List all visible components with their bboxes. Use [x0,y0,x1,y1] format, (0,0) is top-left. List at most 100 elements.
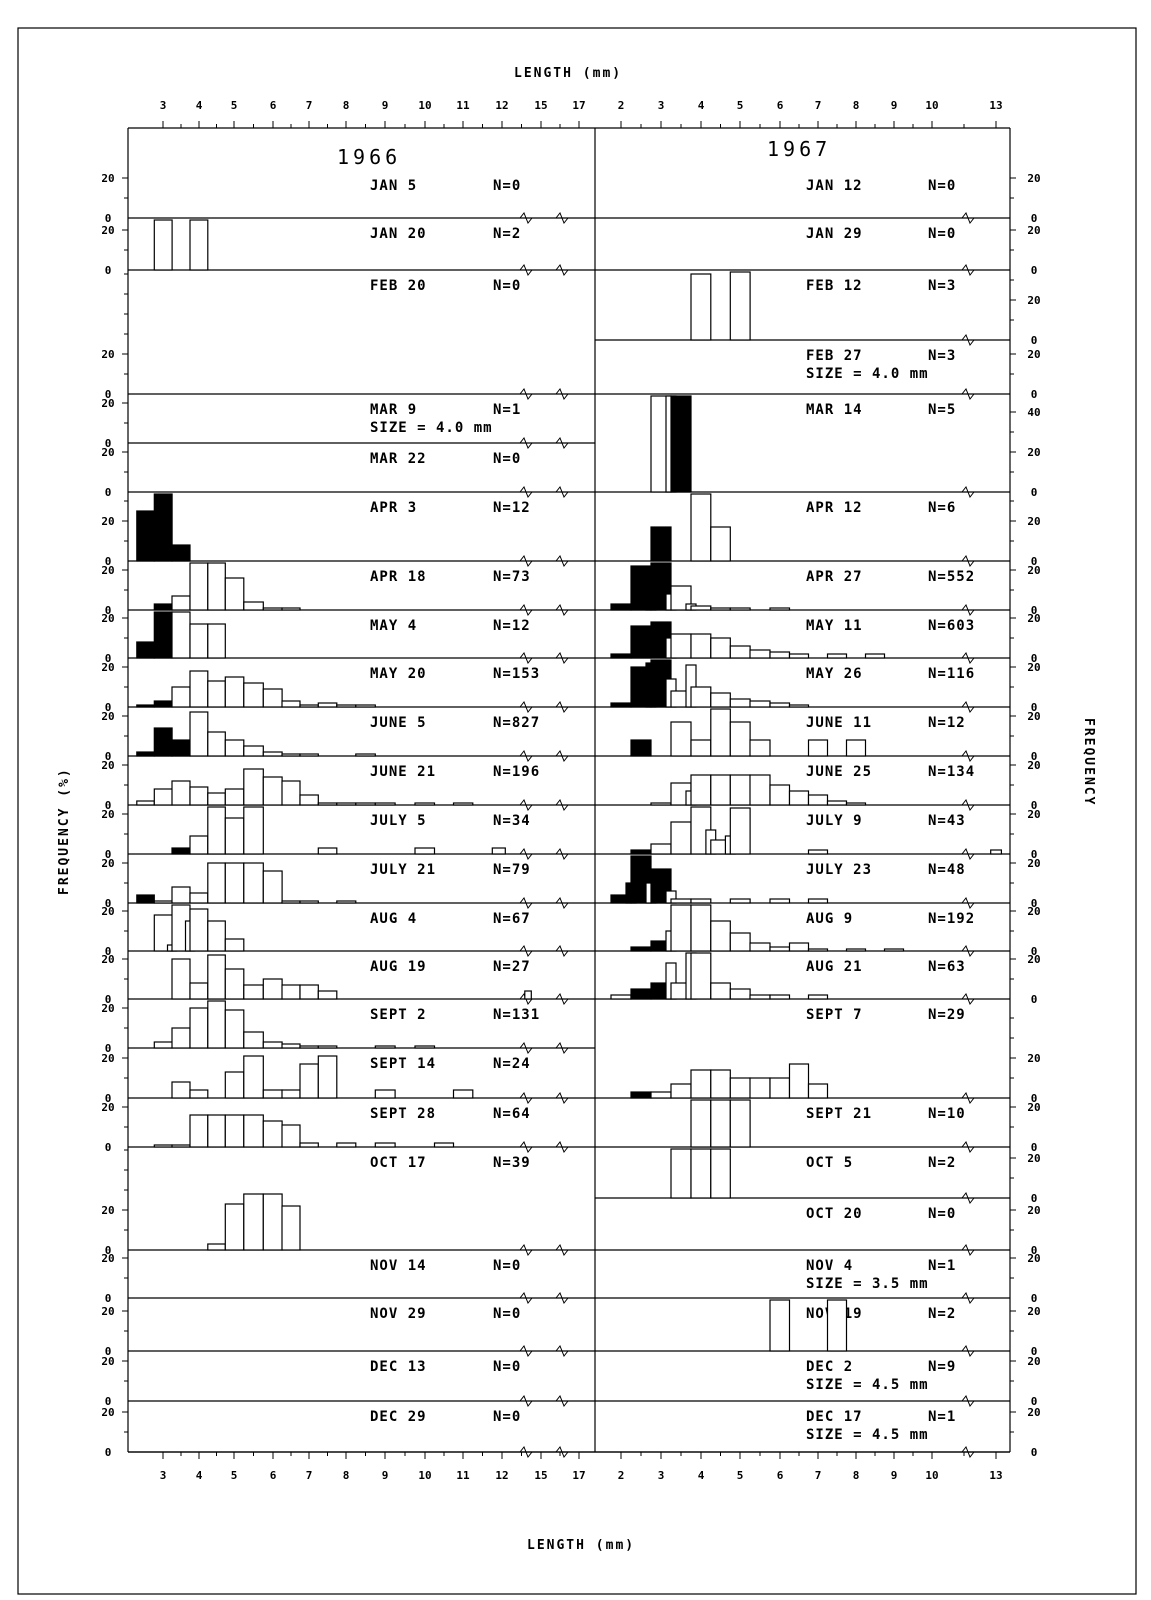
y-tick-label-20: 20 [101,661,114,674]
axis-break-mark [961,264,975,276]
histogram-bar [243,984,264,1000]
histogram-bar [670,898,692,904]
sample-date-label: MAY 26 [806,666,863,682]
histogram-bar [826,653,848,659]
y-tick-label-0: 0 [105,486,112,499]
histogram-bar [153,700,173,708]
sample-date-label: MAY 11 [806,618,863,634]
histogram-bar [171,847,191,855]
histogram-bar [710,982,731,1000]
sample-n-label: N=64 [493,1106,531,1122]
histogram-bar [729,1099,751,1148]
y-tick-label-0: 0 [1031,264,1038,277]
sample-1967-13: 20 0 AUG 9 N=192 [595,904,1041,958]
axis-break-mark [961,555,975,567]
sample-1966-10: 20 0 JUNE 21 N=196 [101,759,595,812]
histogram-bar [224,1009,245,1049]
y-tick-label-0: 0 [105,1244,112,1257]
x-tick-label-bottom-1967-8: 8 [853,1469,860,1482]
sample-date-label: FEB 12 [806,278,863,294]
histogram-bar [690,686,712,708]
histogram-bar [281,984,301,1000]
y-tick-label-0: 0 [105,799,112,812]
y-tick-label-20: 20 [1027,1355,1040,1368]
y-tick-label-0: 0 [105,993,112,1006]
histogram-bar [189,786,209,806]
axis-break-mark [961,1446,975,1458]
sample-n-label: N=827 [493,715,540,731]
sample-date-label: SEPT 7 [806,1007,863,1023]
sample-date-label: SEPT 21 [806,1106,872,1122]
histogram-bar [243,806,264,855]
sample-n-label: N=0 [493,451,521,467]
x-tick-label-top-1967-7: 7 [815,99,822,112]
x-tick-label-top-1967-3: 3 [658,99,665,112]
y-tick-label-20: 20 [101,172,114,185]
histogram-bar [243,1055,264,1099]
sample-n-label: N=134 [928,764,975,780]
sample-date-label: DEC 29 [370,1409,427,1425]
histogram-bar [670,1083,692,1099]
histogram-bar [243,1193,264,1251]
y-tick-label-0: 0 [1031,486,1038,499]
histogram-bar [171,780,191,806]
histogram-bar [710,774,731,806]
histogram-bar [749,994,771,1000]
y-tick-label-0: 0 [105,555,112,568]
histogram-bar [729,607,751,611]
histogram-bar [171,686,191,708]
x-tick-label-bottom-1967-6: 6 [777,1469,784,1482]
histogram-bar [153,727,173,757]
sample-1967-18: 20 0 OCT 20 N=0 [595,1204,1041,1257]
histogram-bar [650,1091,672,1099]
histogram-bar [729,932,751,952]
sample-date-label: SEPT 14 [370,1056,436,1072]
x-tick-label-bottom-1966-8: 8 [343,1469,350,1482]
histogram-bar [207,806,226,855]
histogram-bar [207,1243,226,1251]
histogram-bar [171,1081,191,1099]
histogram-bar [207,1000,226,1049]
axis-break-mark [555,848,569,860]
sample-size-label: SIZE = 4.5 mm [806,1427,929,1443]
sample-1966-9: 20 0 JUNE 5 N=827 [101,710,595,763]
y-tick-label-0: 0 [1031,1345,1038,1358]
x-tick-label-bottom-1966-9: 9 [382,1469,389,1482]
histogram-bar [807,1083,829,1099]
x-tick-label-top-1967-13: 13 [989,99,1002,112]
sample-n-label: N=552 [928,569,975,585]
histogram-bar [336,900,357,904]
sample-1966-5: 20 0 APR 3 N=12 [101,493,595,568]
sample-1966-19: 20 0 NOV 14 N=0 [101,1252,595,1305]
histogram-bar [769,651,791,659]
sample-n-label: N=67 [493,911,531,927]
histogram-bar [189,562,209,611]
histogram-bar [729,774,751,806]
y-tick-label-0: 0 [105,264,112,277]
histogram-bar [452,1089,474,1099]
x-tick-label-top-1966-17: 17 [572,99,585,112]
y-tick-label-0: 0 [1031,212,1038,225]
sample-date-label: APR 27 [806,569,863,585]
x-tick-label-top-1967-6: 6 [777,99,784,112]
histogram-bar [769,994,791,1000]
axis-break-mark [519,1092,533,1104]
axis-break-mark [519,212,533,224]
histogram-bar [355,802,376,806]
y-tick-label-20: 20 [101,808,114,821]
histogram-bar [749,649,771,659]
histogram-bar [207,680,226,708]
histogram-bar [807,898,829,904]
sample-date-label: OCT 20 [806,1206,863,1222]
y-tick-label-20: 20 [101,1406,114,1419]
sample-date-label: MAR 14 [806,402,863,418]
axis-break-mark [961,701,975,713]
sample-1967-16: 20 0 SEPT 21 N=10 [595,1099,1041,1154]
histogram-bar [299,704,319,708]
histogram-bar [749,942,771,952]
histogram-bar [788,1063,810,1099]
histogram-bar [690,739,712,757]
y-tick-label-20: 20 [1027,953,1040,966]
histogram-bar [336,1142,357,1148]
